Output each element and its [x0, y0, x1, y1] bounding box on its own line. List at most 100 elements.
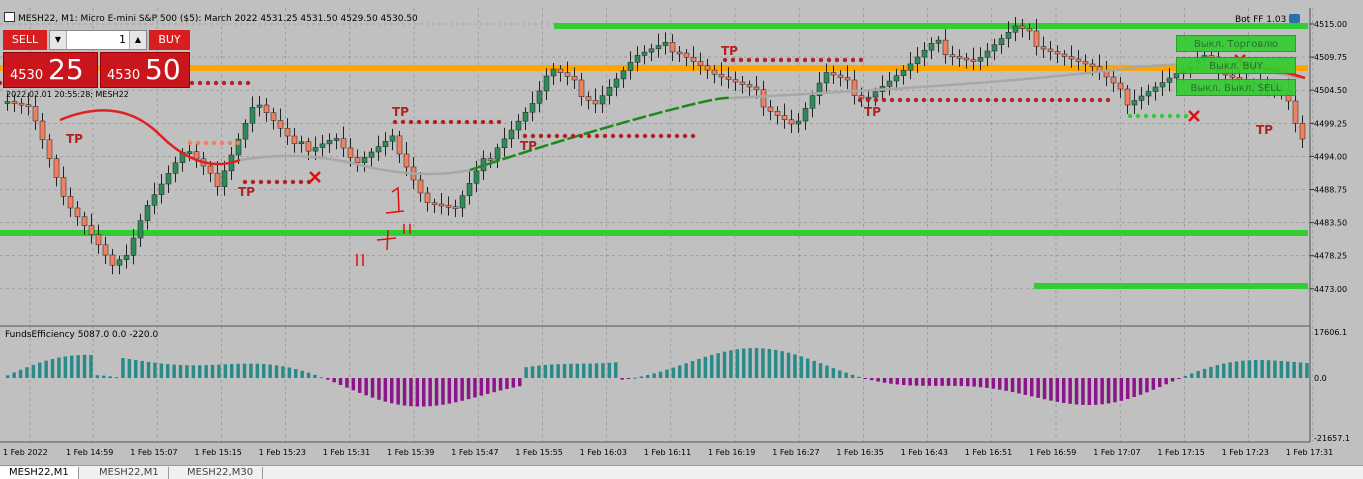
stop-dot [682, 133, 688, 139]
candle-body [620, 70, 627, 80]
candle-body [837, 74, 844, 78]
stop-dot [754, 57, 760, 63]
histogram-bar [1087, 378, 1092, 405]
stop-dot [213, 80, 219, 86]
close-cross-icon [1188, 110, 1200, 122]
candle-body [1089, 63, 1096, 67]
lot-decrease-icon[interactable]: ▼ [50, 31, 67, 49]
disable-trading-button[interactable]: Выкл. Торговлю [1176, 35, 1296, 52]
histogram-bar [25, 367, 29, 378]
stop-dot [658, 133, 664, 139]
candle-body [452, 206, 459, 209]
candle-body [431, 202, 438, 205]
histogram-bar [530, 366, 535, 378]
stop-dot [392, 119, 398, 125]
candle-body [732, 79, 739, 83]
stop-dot [432, 119, 438, 125]
lot-increase-icon[interactable]: ▲ [129, 31, 146, 49]
price-axis-label: 4473.00 [1314, 285, 1347, 294]
tp-label: TP [864, 105, 881, 119]
lot-size-stepper[interactable]: ▼ 1 ▲ [49, 30, 147, 50]
histogram-bar [959, 378, 964, 387]
stop-dot [554, 133, 560, 139]
candle-body [81, 216, 88, 226]
stop-dot [1001, 97, 1007, 103]
candle-body [368, 151, 375, 158]
close-cross-icon [309, 171, 321, 183]
histogram-bar [812, 360, 816, 378]
stop-dot [929, 97, 935, 103]
candle-body [592, 100, 599, 105]
stop-dot [1009, 97, 1015, 103]
sell-price-button[interactable]: 4530 25 [3, 52, 98, 88]
candle-body [305, 141, 312, 152]
candle-body [116, 259, 123, 266]
candle-body [417, 179, 424, 194]
candle-body [676, 51, 683, 55]
candle-body [543, 75, 550, 92]
stop-dot [802, 57, 808, 63]
stop-dot [586, 133, 592, 139]
histogram-bar [498, 378, 503, 391]
histogram-bar [729, 350, 733, 378]
stop-dot [197, 80, 203, 86]
histogram-bar [159, 363, 164, 378]
histogram-bar [556, 364, 560, 378]
stop-dot [794, 57, 800, 63]
candle-body [802, 108, 809, 122]
stop-dot [1041, 97, 1047, 103]
tab-mesh22-m1-second[interactable]: MESH22,M1 [90, 467, 169, 479]
histogram-bar [511, 378, 516, 388]
stop-dot [456, 119, 462, 125]
price-axis-label: 4483.50 [1314, 219, 1347, 228]
candle-body [67, 196, 74, 209]
tab-mesh22-m30[interactable]: MESH22,M30 [178, 467, 264, 479]
lot-size-value[interactable]: 1 [119, 33, 126, 46]
candle-body [102, 244, 109, 256]
candle-body [88, 225, 95, 235]
candle-body [4, 101, 11, 104]
price-pane [0, 8, 1310, 326]
histogram-bar [18, 369, 23, 378]
histogram-bar [1055, 378, 1060, 402]
histogram-bar [140, 360, 144, 378]
sell-button[interactable]: SELL [3, 30, 47, 50]
candle-body [1166, 77, 1173, 83]
candle-body [578, 79, 585, 97]
histogram-bar [786, 352, 791, 378]
buy-price-button[interactable]: 4530 50 [100, 52, 190, 88]
histogram-bar [601, 363, 605, 378]
candle-body [18, 102, 25, 106]
candle-body [207, 165, 214, 174]
time-axis-label: 1 Feb 15:39 [387, 448, 434, 457]
candle-body [907, 63, 914, 71]
candle-body [613, 78, 620, 88]
tab-mesh22-m1[interactable]: MESH22,M1 [0, 467, 79, 479]
stop-dot [1033, 97, 1039, 103]
disable-sell-button[interactable]: Выкл. Выкл. SELL [1176, 79, 1296, 96]
buy-button[interactable]: BUY [149, 30, 190, 50]
candle-body [1299, 123, 1306, 140]
histogram-bar [870, 378, 874, 381]
stop-dot [480, 119, 486, 125]
histogram-bar [242, 363, 247, 378]
histogram-bar [76, 355, 80, 378]
candle-body [130, 237, 137, 256]
candle-body [494, 147, 501, 160]
candle-body [830, 72, 837, 76]
histogram-bar [934, 378, 938, 386]
disable-buy-button[interactable]: Выкл. BUY [1176, 57, 1296, 74]
candle-body [585, 96, 592, 101]
candle-body [1145, 91, 1152, 97]
stop-dot [1151, 113, 1157, 119]
histogram-bar [415, 378, 420, 407]
candle-body [886, 80, 893, 87]
histogram-bar [831, 368, 836, 378]
candle-body [928, 43, 935, 51]
histogram-bar [921, 378, 925, 386]
candle-body [1082, 61, 1089, 65]
time-axis-label: 1 Feb 16:19 [708, 448, 755, 457]
candle-body [46, 139, 53, 159]
histogram-bar [1298, 362, 1303, 378]
trading-chart[interactable]: TP TP TP TP TP TP TP 4515.00 4509.75 4504.50 4499… [0, 0, 1363, 465]
